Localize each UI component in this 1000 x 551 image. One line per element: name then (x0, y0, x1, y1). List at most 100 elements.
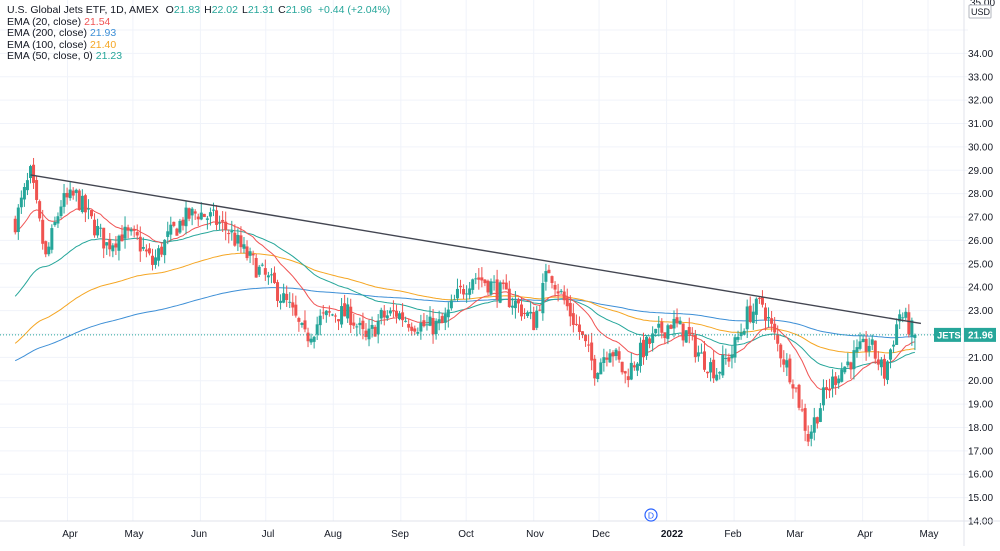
candle[interactable] (38, 199, 42, 222)
candle[interactable] (666, 323, 670, 345)
candle[interactable] (443, 307, 447, 331)
candle[interactable] (596, 372, 600, 383)
candle[interactable] (767, 307, 771, 328)
candle[interactable] (157, 245, 161, 267)
candle[interactable] (132, 225, 136, 238)
candle[interactable] (419, 314, 423, 340)
candle[interactable] (205, 215, 209, 230)
candle[interactable] (25, 172, 29, 196)
candle[interactable] (434, 318, 438, 340)
candle[interactable] (605, 351, 609, 367)
candle[interactable] (181, 217, 185, 231)
candle[interactable] (324, 310, 328, 323)
candle[interactable] (553, 281, 557, 297)
candle[interactable] (352, 314, 356, 330)
candle[interactable] (202, 213, 206, 218)
candle[interactable] (227, 229, 231, 244)
candle[interactable] (459, 279, 463, 294)
candle[interactable] (437, 310, 441, 331)
candle[interactable] (736, 330, 740, 343)
candle[interactable] (855, 339, 859, 358)
candle[interactable] (117, 234, 121, 261)
candle[interactable] (257, 264, 261, 278)
candle[interactable] (510, 297, 514, 315)
candle[interactable] (404, 316, 408, 323)
candle[interactable] (477, 268, 481, 290)
candle[interactable] (260, 262, 264, 267)
candle[interactable] (846, 352, 850, 368)
candle[interactable] (873, 340, 877, 364)
candle[interactable] (513, 291, 517, 319)
candle[interactable] (480, 267, 484, 288)
candle[interactable] (809, 424, 813, 447)
candle[interactable] (370, 316, 374, 338)
candle[interactable] (556, 283, 560, 302)
candle[interactable] (401, 303, 405, 327)
candle[interactable] (169, 216, 173, 241)
candle[interactable] (577, 316, 581, 340)
candle[interactable] (32, 157, 36, 189)
candle[interactable] (187, 207, 191, 222)
candle[interactable] (782, 350, 786, 373)
candle[interactable] (516, 297, 520, 313)
candle[interactable] (398, 311, 402, 321)
candle[interactable] (291, 293, 295, 316)
candle[interactable] (13, 215, 17, 235)
candle[interactable] (361, 312, 365, 340)
candle[interactable] (41, 209, 45, 250)
candle[interactable] (382, 305, 386, 326)
trendline[interactable] (30, 174, 922, 325)
candle[interactable] (593, 354, 597, 386)
candle[interactable] (160, 243, 164, 258)
candle[interactable] (16, 204, 20, 240)
candle[interactable] (520, 297, 524, 321)
candle[interactable] (523, 308, 527, 320)
candle[interactable] (669, 323, 673, 330)
candle[interactable] (471, 278, 475, 294)
candle[interactable] (428, 306, 432, 327)
candle[interactable] (111, 243, 115, 258)
candle[interactable] (535, 306, 539, 331)
candle[interactable] (245, 240, 249, 261)
candle[interactable] (645, 335, 649, 360)
candle[interactable] (779, 343, 783, 368)
candle[interactable] (904, 307, 908, 321)
candle[interactable] (739, 323, 743, 340)
candle[interactable] (584, 334, 588, 347)
candle[interactable] (99, 223, 103, 238)
candle[interactable] (617, 346, 621, 363)
candle[interactable] (483, 279, 487, 287)
legend-indicator-row[interactable]: EMA (20, close) 21.54 (7, 16, 390, 29)
candle[interactable] (724, 348, 728, 365)
candle[interactable] (803, 403, 807, 442)
candle[interactable] (889, 348, 893, 369)
candle[interactable] (144, 244, 148, 258)
candle[interactable] (218, 215, 222, 231)
candle[interactable] (199, 202, 203, 221)
candle[interactable] (587, 334, 591, 353)
candle[interactable] (733, 334, 737, 363)
candle[interactable] (614, 348, 618, 361)
candle[interactable] (882, 354, 886, 386)
candle[interactable] (840, 362, 844, 383)
candle[interactable] (623, 370, 627, 384)
candle[interactable] (715, 368, 719, 382)
candle[interactable] (455, 278, 459, 302)
candle[interactable] (699, 343, 703, 354)
candle[interactable] (184, 200, 188, 235)
candle[interactable] (410, 322, 414, 336)
candle[interactable] (562, 285, 566, 305)
candle[interactable] (114, 236, 118, 256)
candle[interactable] (712, 350, 716, 383)
candle[interactable] (571, 303, 575, 333)
candle[interactable] (248, 247, 252, 263)
candle[interactable] (696, 345, 700, 362)
candle[interactable] (297, 316, 301, 332)
candle[interactable] (422, 313, 426, 328)
candle[interactable] (815, 416, 819, 429)
candle[interactable] (702, 341, 706, 372)
candle[interactable] (565, 288, 569, 311)
candle[interactable] (166, 221, 170, 245)
candle[interactable] (376, 314, 380, 344)
